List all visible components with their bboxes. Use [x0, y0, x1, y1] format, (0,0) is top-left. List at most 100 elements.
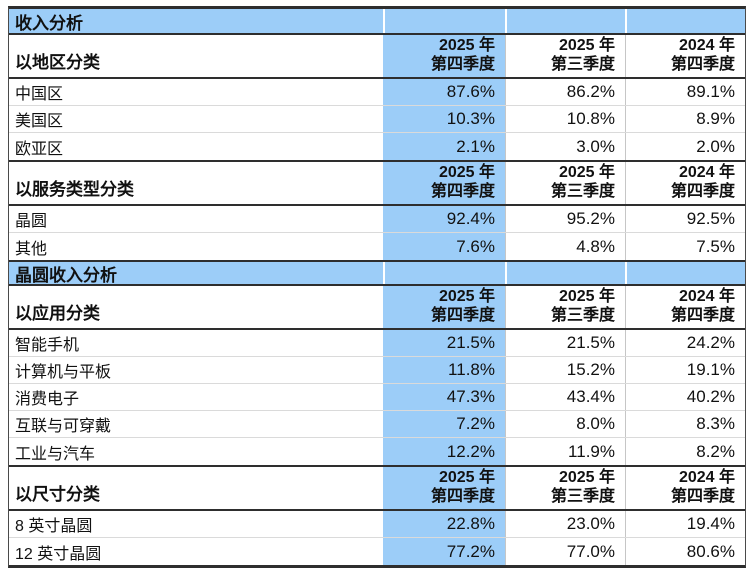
- quarter-header-row: 以地区分类 2025 年第四季度 2025 年第三季度 2024 年第四季度: [9, 35, 745, 79]
- section-title-cell: 收入分析: [9, 9, 383, 33]
- quarter-header-period: 第三季度: [550, 56, 615, 73]
- table-row: 美国区 10.3% 10.8% 8.9%: [9, 106, 745, 133]
- value-cell: 4.8%: [505, 233, 625, 260]
- value-cell: 2.1%: [383, 133, 505, 160]
- quarter-header-cell: 2024 年第四季度: [625, 286, 745, 328]
- value-cell: 43.4%: [505, 384, 625, 410]
- quarter-header-year: 2025 年: [438, 288, 495, 305]
- quarter-header-cell: 2025 年第三季度: [505, 467, 625, 509]
- group-label: 以地区分类: [15, 53, 100, 72]
- group-label: 以应用分类: [15, 304, 100, 323]
- quarter-header-year: 2025 年: [558, 37, 615, 54]
- table-row: 欧亚区 2.1% 3.0% 2.0%: [9, 133, 745, 160]
- quarter-header-period: 第四季度: [670, 56, 735, 73]
- quarter-header-cell: 2025 年第四季度: [383, 467, 505, 509]
- value-cell: 77.2%: [383, 538, 505, 565]
- value-cell: 21.5%: [383, 330, 505, 356]
- table-row: 智能手机 21.5% 21.5% 24.2%: [9, 330, 745, 357]
- table-row: 互联与可穿戴 7.2% 8.0% 8.3%: [9, 411, 745, 438]
- value-cell: 11.8%: [383, 357, 505, 383]
- quarter-header-year: 2025 年: [558, 288, 615, 305]
- table-row: 其他 7.6% 4.8% 7.5%: [9, 233, 745, 260]
- value-cell: 47.3%: [383, 384, 505, 410]
- quarter-header-period: 第四季度: [670, 183, 735, 200]
- quarter-header-year: 2024 年: [678, 164, 735, 181]
- row-label: 晶圆: [15, 213, 48, 230]
- table-row: 计算机与平板 11.8% 15.2% 19.1%: [9, 357, 745, 384]
- quarter-header-year: 2025 年: [438, 37, 495, 54]
- row-label: 智能手机: [15, 337, 80, 354]
- quarter-header-year: 2024 年: [678, 37, 735, 54]
- quarter-header-cell: 2024 年第四季度: [625, 162, 745, 204]
- value-cell: 8.9%: [625, 106, 745, 132]
- row-label: 计算机与平板: [15, 364, 112, 381]
- quarter-header-year: 2025 年: [558, 469, 615, 486]
- table-row: 工业与汽车 12.2% 11.9% 8.2%: [9, 438, 745, 465]
- value-cell: 10.3%: [383, 106, 505, 132]
- quarter-header-period: 第三季度: [550, 183, 615, 200]
- section-title-revenue: 收入分析: [15, 13, 83, 33]
- quarter-header-period: 第四季度: [670, 488, 735, 505]
- value-cell: 7.6%: [383, 233, 505, 260]
- value-cell: 10.8%: [505, 106, 625, 132]
- quarter-header-year: 2024 年: [678, 288, 735, 305]
- title-filler-cell: [383, 262, 505, 284]
- title-filler-cell: [505, 9, 625, 33]
- group-by-service-type: 以服务类型分类 2025 年第四季度 2025 年第三季度 2024 年第四季度晶圆 9…: [9, 160, 745, 260]
- quarter-header-year: 2024 年: [678, 469, 735, 486]
- value-cell: 21.5%: [505, 330, 625, 356]
- quarter-header-year: 2025 年: [438, 164, 495, 181]
- group-label: 以服务类型分类: [15, 180, 134, 199]
- quarter-header-row: 以应用分类 2025 年第四季度 2025 年第三季度 2024 年第四季度: [9, 286, 745, 330]
- group-by-application: 以应用分类 2025 年第四季度 2025 年第三季度 2024 年第四季度 智能手机 2…: [9, 284, 745, 465]
- value-cell: 22.8%: [383, 511, 505, 537]
- quarter-header-row: 以服务类型分类 2025 年第四季度 2025 年第三季度 2024 年第四季度: [9, 162, 745, 206]
- table-row: 中国区 87.6% 86.2% 89.1%: [9, 79, 745, 106]
- value-cell: 23.0%: [505, 511, 625, 537]
- quarter-header-period: 第四季度: [670, 307, 735, 324]
- section-title-row-wafer: 晶圆收入分析: [9, 260, 745, 284]
- value-cell: 19.4%: [625, 511, 745, 537]
- table-row: 消费电子 47.3% 43.4% 40.2%: [9, 384, 745, 411]
- value-cell: 2.0%: [625, 133, 745, 160]
- revenue-analysis-table: 收入分析 以地区分类 2025 年第四季度 2025 年第三季度 2024 年第四季度…: [8, 6, 746, 568]
- row-label: 其他: [15, 240, 48, 258]
- table-row: 12 英寸晶圆 77.2% 77.0% 80.6%: [9, 538, 745, 565]
- table-row: 8 英寸晶圆 22.8% 23.0% 19.4%: [9, 511, 745, 538]
- value-cell: 12.2%: [383, 438, 505, 465]
- quarter-header-period: 第四季度: [430, 183, 495, 200]
- quarter-header-period: 第四季度: [430, 307, 495, 324]
- group-by-size: 以尺寸分类 2025 年第四季度 2025 年第三季度 2024 年第四季度 8 英寸晶…: [9, 465, 745, 565]
- value-cell: 86.2%: [505, 79, 625, 105]
- value-cell: 7.2%: [383, 411, 505, 437]
- quarter-header-year: 2025 年: [438, 469, 495, 486]
- section-title-wafer: 晶圆收入分析: [15, 265, 117, 285]
- title-filler-cell: [625, 262, 745, 284]
- row-label: 互联与可穿戴: [15, 418, 112, 435]
- section-title-row-revenue: 收入分析: [9, 9, 745, 33]
- quarter-header-period: 第三季度: [550, 488, 615, 505]
- row-label: 美国区: [15, 113, 64, 130]
- quarter-header-cell: 2025 年第三季度: [505, 286, 625, 328]
- quarter-header-period: 第三季度: [550, 307, 615, 324]
- value-cell: 8.3%: [625, 411, 745, 437]
- value-cell: 92.5%: [625, 206, 745, 232]
- value-cell: 92.4%: [383, 206, 505, 232]
- value-cell: 95.2%: [505, 206, 625, 232]
- row-label: 8 英寸晶圆: [15, 518, 93, 535]
- quarter-header-row: 以尺寸分类 2025 年第四季度 2025 年第三季度 2024 年第四季度: [9, 467, 745, 511]
- value-cell: 80.6%: [625, 538, 745, 565]
- value-cell: 77.0%: [505, 538, 625, 565]
- value-cell: 24.2%: [625, 330, 745, 356]
- quarter-header-cell: 2025 年第三季度: [505, 35, 625, 77]
- row-label: 中国区: [15, 86, 64, 103]
- value-cell: 87.6%: [383, 79, 505, 105]
- title-filler-cell: [625, 9, 745, 33]
- title-filler-cell: [505, 262, 625, 284]
- group-by-region: 以地区分类 2025 年第四季度 2025 年第三季度 2024 年第四季度 中国区 87…: [9, 33, 745, 160]
- row-label: 消费电子: [15, 391, 80, 408]
- group-label: 以尺寸分类: [15, 485, 100, 504]
- value-cell: 19.1%: [625, 357, 745, 383]
- quarter-header-cell: 2024 年第四季度: [625, 35, 745, 77]
- quarter-header-year: 2025 年: [558, 164, 615, 181]
